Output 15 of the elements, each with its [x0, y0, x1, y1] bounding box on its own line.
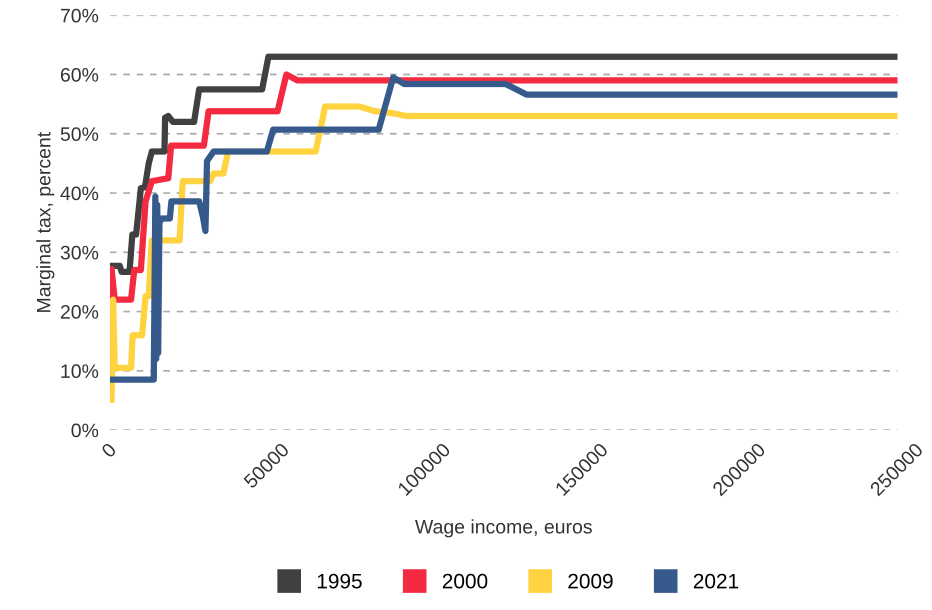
- legend-label: 2000: [442, 574, 488, 589]
- y-tick-label: 40%: [60, 186, 98, 200]
- y-tick-label: 50%: [60, 127, 98, 141]
- legend-label: 1995: [318, 574, 362, 589]
- y-tick-label: 70%: [60, 8, 98, 22]
- legend-label: 2009: [568, 574, 613, 589]
- x-axis-title: Wage income, euros: [415, 519, 592, 538]
- y-tick-label: 10%: [61, 364, 98, 378]
- y-tick-label: 20%: [60, 305, 98, 319]
- y-tick-label: 30%: [60, 246, 98, 260]
- y-tick-label: 60%: [60, 68, 98, 82]
- x-tick-label: 0: [100, 442, 117, 458]
- y-tick-label: 0%: [72, 424, 98, 438]
- y-axis-title: Marginal tax, percent: [36, 132, 54, 312]
- legend-label: 2021: [694, 574, 738, 589]
